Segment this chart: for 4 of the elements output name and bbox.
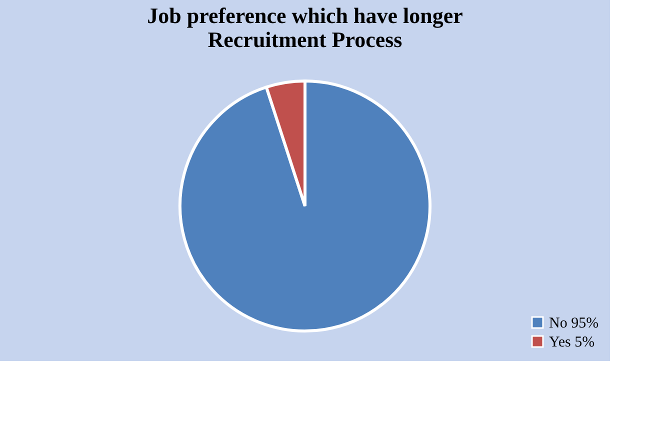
legend-label: Yes 5% bbox=[549, 334, 595, 350]
chart-title: Job preference which have longer Recruitment Process bbox=[147, 3, 464, 52]
legend-label: No 95% bbox=[549, 316, 599, 332]
pie-slice bbox=[178, 80, 432, 332]
